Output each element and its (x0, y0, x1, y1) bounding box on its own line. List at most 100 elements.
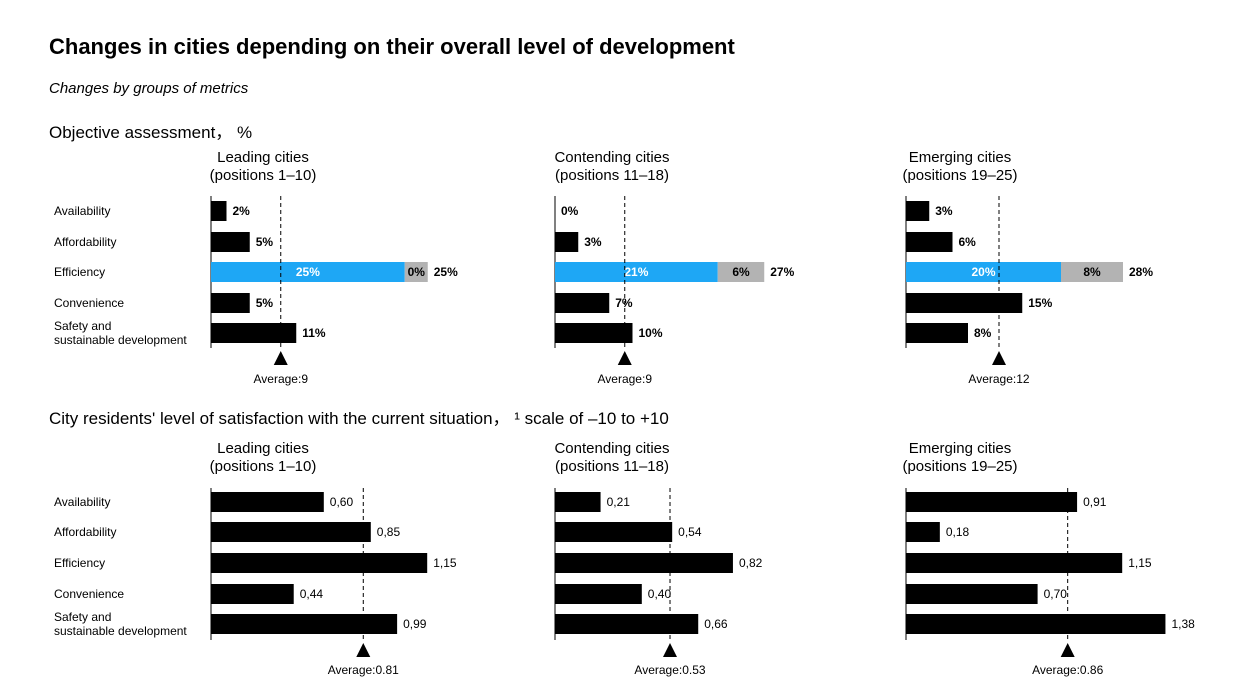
bar-value-label: 0,70 (1044, 587, 1068, 601)
bar-value-label: 0,85 (377, 525, 401, 539)
bar-value-label: 1,15 (1128, 556, 1152, 570)
section-heading-objective: Objective assessment， % (49, 123, 253, 142)
panel-title: Contending cities (554, 440, 669, 457)
category-label: sustainable development (54, 333, 187, 347)
stacked-bar-extra (404, 262, 428, 282)
category-label: Safety and (54, 319, 111, 333)
stacked-total-label: 25% (434, 265, 458, 279)
bar (211, 262, 405, 282)
panel-subtitle: (positions 19–25) (902, 458, 1017, 475)
bar (906, 262, 1061, 282)
bar-value-label: 0,66 (704, 617, 728, 631)
bar-value-label: 11% (302, 326, 326, 340)
average-marker (992, 351, 1006, 365)
bar (211, 584, 294, 604)
bar-value-label: 2% (233, 204, 251, 218)
bar (211, 553, 428, 573)
stacked-total-label: 28% (1129, 265, 1153, 279)
average-marker (1060, 643, 1075, 657)
bar (211, 614, 398, 634)
panel-subtitle: (positions 19–25) (902, 167, 1017, 184)
bar (211, 232, 250, 252)
bar (555, 522, 673, 542)
bar-value-label: 0% (561, 204, 579, 218)
page-subtitle: Changes by groups of metrics (49, 80, 249, 97)
category-label: Affordability (54, 235, 116, 249)
bar-value-label: 20% (971, 265, 995, 279)
bar (211, 293, 250, 313)
bar (555, 553, 733, 573)
bar-value-label: 10% (639, 326, 663, 340)
category-label: Availability (54, 495, 110, 509)
bar (555, 584, 642, 604)
bar-value-label: 0,82 (739, 556, 763, 570)
category-label: Convenience (54, 587, 124, 601)
bar-value-label: 5% (256, 296, 274, 310)
bar (906, 232, 953, 252)
average-label: Average:9 (254, 372, 309, 386)
average-label: Average:0.81 (328, 663, 399, 677)
bar (211, 201, 227, 221)
bar (555, 323, 633, 343)
bar-value-label: 0,18 (946, 525, 970, 539)
stacked-bar-extra (1061, 262, 1123, 282)
bar (906, 293, 1023, 313)
average-label: Average:0.53 (634, 663, 705, 677)
bar-value-label: 8% (974, 326, 992, 340)
bar-value-label: 7% (615, 296, 633, 310)
bar-value-label: 3% (584, 235, 602, 249)
average-marker (617, 351, 632, 365)
average-marker (356, 643, 371, 657)
section-heading-satisfaction: City residents' level of satisfaction wi… (49, 409, 669, 428)
bar-value-label: 1,38 (1171, 617, 1195, 631)
bar-value-label: 1,15 (433, 556, 457, 570)
bar (555, 232, 579, 252)
bar (906, 584, 1038, 604)
bar (211, 522, 371, 542)
stacked-extra-label: 0% (408, 265, 426, 279)
panel-title: Emerging cities (909, 149, 1012, 166)
panel-subtitle: (positions 11–18) (555, 458, 669, 475)
panel-title: Leading cities (217, 149, 309, 166)
stacked-extra-label: 8% (1083, 265, 1101, 279)
bar-value-label: 5% (256, 235, 274, 249)
bar-value-label: 0,40 (648, 587, 672, 601)
stacked-extra-label: 6% (732, 265, 750, 279)
category-label: Availability (54, 204, 110, 218)
bar (906, 323, 968, 343)
panel-subtitle: (positions 1–10) (210, 458, 317, 475)
category-label: Efficiency (54, 556, 105, 570)
category-label: Safety and (54, 610, 111, 624)
bar (906, 522, 940, 542)
bar (555, 262, 718, 282)
bar (211, 323, 297, 343)
category-label: Efficiency (54, 265, 105, 279)
bar (906, 553, 1123, 573)
average-label: Average:12 (968, 372, 1029, 386)
bar (906, 492, 1078, 512)
bar-value-label: 6% (959, 235, 977, 249)
bar (555, 614, 699, 634)
category-label: sustainable development (54, 624, 187, 638)
bar-value-label: 0,99 (403, 617, 427, 631)
bar (555, 492, 601, 512)
average-marker (273, 351, 288, 365)
bar-value-label: 21% (624, 265, 648, 279)
page-title: Changes in cities depending on their ove… (49, 34, 735, 59)
bar-value-label: 0,91 (1083, 495, 1107, 509)
panel-subtitle: (positions 1–10) (210, 167, 317, 184)
panel-subtitle: (positions 11–18) (555, 167, 669, 184)
bar-value-label: 3% (935, 204, 953, 218)
bar (555, 293, 610, 313)
bar-value-label: 0,44 (300, 587, 324, 601)
bar (906, 614, 1166, 634)
bar-value-label: 0,54 (678, 525, 702, 539)
category-label: Convenience (54, 296, 124, 310)
bar-value-label: 0,60 (330, 495, 354, 509)
average-label: Average:0.86 (1032, 663, 1103, 677)
bar-value-label: 15% (1028, 296, 1052, 310)
stacked-total-label: 27% (770, 265, 794, 279)
panel-title: Contending cities (554, 149, 669, 166)
category-label: Affordability (54, 525, 116, 539)
